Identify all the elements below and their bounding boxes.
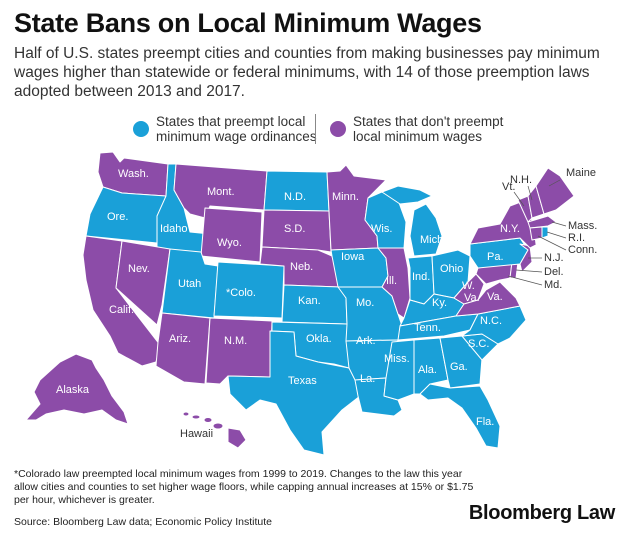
svg-text:Kan.: Kan. bbox=[298, 295, 321, 307]
svg-text:W.: W. bbox=[462, 280, 475, 292]
svg-text:Maine: Maine bbox=[566, 167, 596, 179]
svg-text:Idaho: Idaho bbox=[160, 223, 188, 235]
svg-text:Vt.: Vt. bbox=[502, 181, 515, 193]
svg-text:Neb.: Neb. bbox=[290, 261, 313, 273]
map-title: State Bans on Local Minimum Wages bbox=[14, 8, 482, 38]
svg-text:Ark.: Ark. bbox=[356, 335, 376, 347]
state-texas bbox=[227, 330, 361, 456]
legend-swatch-preempt bbox=[133, 121, 149, 137]
state-labels: Wash. Ore. Idaho Mont. N.D. Minn. Wyo. S… bbox=[56, 168, 520, 428]
footnote: *Colorado law preempted local minimum wa… bbox=[14, 468, 474, 506]
svg-text:Mont.: Mont. bbox=[207, 186, 235, 198]
state-nev bbox=[115, 240, 171, 326]
state-ill bbox=[377, 247, 411, 319]
svg-text:Ohio: Ohio bbox=[440, 263, 463, 275]
legend-label-preempt: States that preempt local minimum wage o… bbox=[156, 114, 317, 144]
svg-text:N.H.: N.H. bbox=[510, 174, 532, 186]
state-sd bbox=[261, 209, 332, 253]
svg-text:La.: La. bbox=[360, 373, 375, 385]
svg-text:Ind.: Ind. bbox=[412, 271, 430, 283]
state-wyo bbox=[200, 207, 263, 263]
state-maine bbox=[535, 167, 575, 215]
svg-text:*Colo.: *Colo. bbox=[226, 287, 256, 299]
svg-text:N.J.: N.J. bbox=[544, 252, 564, 264]
svg-text:Mass.: Mass. bbox=[568, 220, 597, 232]
svg-text:Mo.: Mo. bbox=[356, 297, 374, 309]
state-va bbox=[455, 281, 521, 317]
svg-text:Del.: Del. bbox=[544, 266, 564, 278]
state-ariz bbox=[155, 312, 211, 385]
map-subtitle: Half of U.S. states preempt cities and c… bbox=[14, 45, 600, 100]
svg-text:Conn.: Conn. bbox=[568, 244, 597, 256]
svg-text:Ala.: Ala. bbox=[418, 364, 437, 376]
svg-text:Wis.: Wis. bbox=[371, 223, 392, 235]
svg-text:Okla.: Okla. bbox=[306, 333, 332, 345]
svg-text:S.C.: S.C. bbox=[468, 338, 489, 350]
svg-text:Minn.: Minn. bbox=[332, 191, 359, 203]
svg-text:N.D.: N.D. bbox=[284, 191, 306, 203]
svg-text:N.C.: N.C. bbox=[480, 315, 502, 327]
state-hawaii bbox=[182, 411, 247, 449]
svg-text:N.Y.: N.Y. bbox=[500, 223, 520, 235]
brand-logo: Bloomberg Law bbox=[468, 502, 615, 524]
svg-text:Wash.: Wash. bbox=[118, 168, 149, 180]
legend-swatch-no-preempt bbox=[330, 121, 346, 137]
svg-text:Utah: Utah bbox=[178, 278, 201, 290]
svg-text:Texas: Texas bbox=[288, 375, 317, 387]
svg-text:R.I.: R.I. bbox=[568, 232, 585, 244]
external-state-labels: Vt. N.H. Maine Mass. R.I. Conn. N.J. Del… bbox=[180, 167, 597, 440]
state-fla bbox=[419, 383, 501, 449]
svg-text:Ariz.: Ariz. bbox=[169, 333, 191, 345]
svg-text:Miss.: Miss. bbox=[384, 353, 410, 365]
svg-text:Md.: Md. bbox=[544, 279, 562, 291]
svg-text:Tenn.: Tenn. bbox=[414, 322, 441, 334]
legend-divider bbox=[315, 114, 316, 144]
svg-text:Fla.: Fla. bbox=[476, 416, 494, 428]
svg-text:Ga.: Ga. bbox=[450, 361, 468, 373]
svg-text:Va.: Va. bbox=[487, 291, 503, 303]
state-alaska bbox=[25, 353, 129, 425]
state-mich-up bbox=[381, 185, 433, 205]
svg-text:Ill.: Ill. bbox=[386, 275, 397, 287]
state-mass bbox=[527, 215, 557, 229]
state-ri bbox=[541, 226, 549, 239]
svg-text:Calif.: Calif. bbox=[109, 304, 134, 316]
svg-text:Nev.: Nev. bbox=[128, 263, 150, 275]
svg-text:Mich.: Mich. bbox=[420, 234, 446, 246]
svg-text:Alaska: Alaska bbox=[56, 384, 90, 396]
svg-text:Pa.: Pa. bbox=[487, 251, 504, 263]
state-conn bbox=[529, 226, 543, 241]
svg-text:Hawaii: Hawaii bbox=[180, 428, 213, 440]
state-mich bbox=[409, 203, 443, 257]
svg-text:Wyo.: Wyo. bbox=[217, 237, 242, 249]
svg-text:Ore.: Ore. bbox=[107, 211, 128, 223]
svg-text:N.M.: N.M. bbox=[224, 335, 247, 347]
state-nm bbox=[205, 317, 273, 385]
svg-text:S.D.: S.D. bbox=[284, 223, 305, 235]
legend: States that preempt local minimum wage o… bbox=[0, 112, 633, 146]
leader-lines bbox=[507, 179, 567, 286]
legend-label-no-preempt: States that don't preempt local minimum … bbox=[353, 114, 504, 144]
source-line: Source: Bloomberg Law data; Economic Pol… bbox=[14, 516, 272, 528]
svg-text:Ky.: Ky. bbox=[432, 297, 447, 309]
svg-text:Va.: Va. bbox=[464, 292, 480, 304]
svg-text:Iowa: Iowa bbox=[341, 251, 365, 263]
